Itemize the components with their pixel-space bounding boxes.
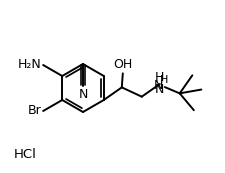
Text: HCl: HCl (14, 148, 37, 162)
Text: N: N (153, 79, 163, 92)
Text: Br: Br (27, 104, 41, 117)
Text: N: N (78, 88, 87, 101)
Text: H₂N: H₂N (17, 58, 41, 71)
Text: H
N: H N (154, 71, 164, 95)
Text: H: H (159, 75, 167, 85)
Text: OH: OH (113, 58, 132, 71)
